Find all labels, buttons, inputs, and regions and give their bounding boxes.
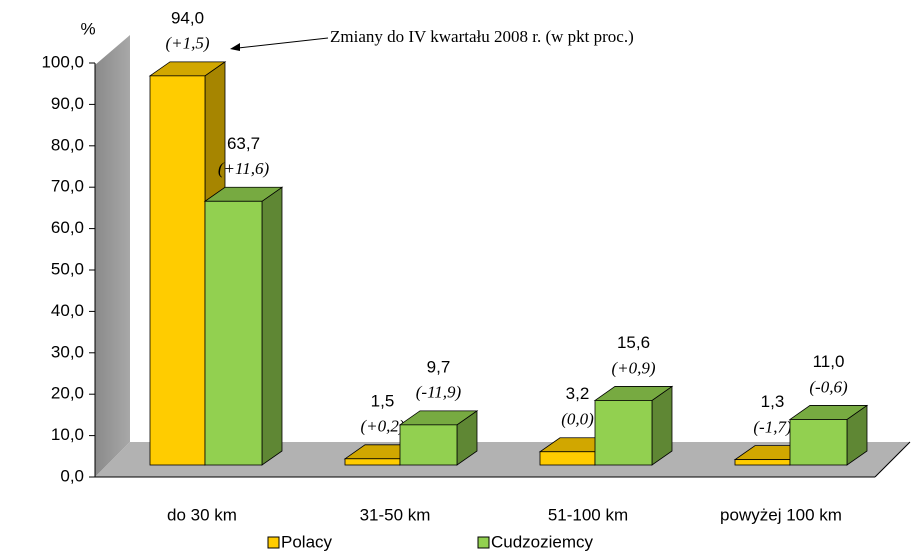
change-label: (-1,7) [753,418,792,437]
y-tick-label: 50,0 [51,259,84,278]
bar [344,458,401,466]
change-label: (+1,5) [165,34,209,53]
bar [789,419,848,466]
floor-edge [874,441,911,478]
bar [539,451,596,466]
value-label: 94,0 [171,8,204,27]
y-tick-label: 80,0 [51,135,84,154]
x-tick-label: do 30 km [167,505,237,524]
legend-label: Cudzoziemcy [491,532,594,551]
value-label: 63,7 [227,134,260,153]
arrowhead [230,43,240,51]
x-tick-label: powyżej 100 km [720,505,842,524]
bar-top-shade [205,187,282,202]
bar-side-shade [847,405,867,465]
bar [204,200,263,466]
y-tick-label: 0,0 [60,466,84,485]
bar-top-shade [790,405,867,420]
change-label: (+11,6) [218,159,270,178]
bar [734,459,791,466]
value-label: 15,6 [617,333,650,352]
bar [399,424,458,466]
value-label: 1,5 [371,391,395,410]
y-tick-label: 60,0 [51,218,84,237]
y-tick-label: 90,0 [51,94,84,113]
back-wall [95,35,130,477]
change-label: (-0,6) [809,377,848,396]
bar-top-shade [595,386,672,401]
y-tick-label: 100,0 [41,52,84,71]
legend-swatch [477,536,490,549]
bar-top-shade [400,410,477,425]
y-tick-label: 20,0 [51,384,84,403]
x-tick-label: 31-50 km [360,505,431,524]
x-tick-label: 51-100 km [548,505,628,524]
legend-swatch [267,536,280,549]
change-label: (0,0) [561,410,594,429]
y-tick-label: 10,0 [51,425,84,444]
value-label: 3,2 [566,384,590,403]
change-label: (+0,9) [611,358,655,377]
floor [95,442,910,477]
bar-side-shade [457,410,477,465]
value-label: 9,7 [427,357,451,376]
bar-side-shade [262,187,282,466]
y-unit-label: % [80,19,95,38]
y-tick-label: 70,0 [51,177,84,196]
change-label: (+0,2) [360,417,404,436]
annotation: Zmiany do IV kwartału 2008 r. (w pkt pro… [330,27,634,46]
y-tick-label: 40,0 [51,301,84,320]
bar [594,400,653,466]
annotation-arrow [237,37,329,49]
value-label: 11,0 [813,352,845,371]
bar-side-shade [652,386,672,465]
bar-top-shade [150,61,225,76]
change-label: (-11,9) [416,383,462,402]
legend-label: Polacy [281,532,333,551]
bar [149,75,206,466]
value-label: 1,3 [761,392,785,411]
y-tick-label: 30,0 [51,342,84,361]
